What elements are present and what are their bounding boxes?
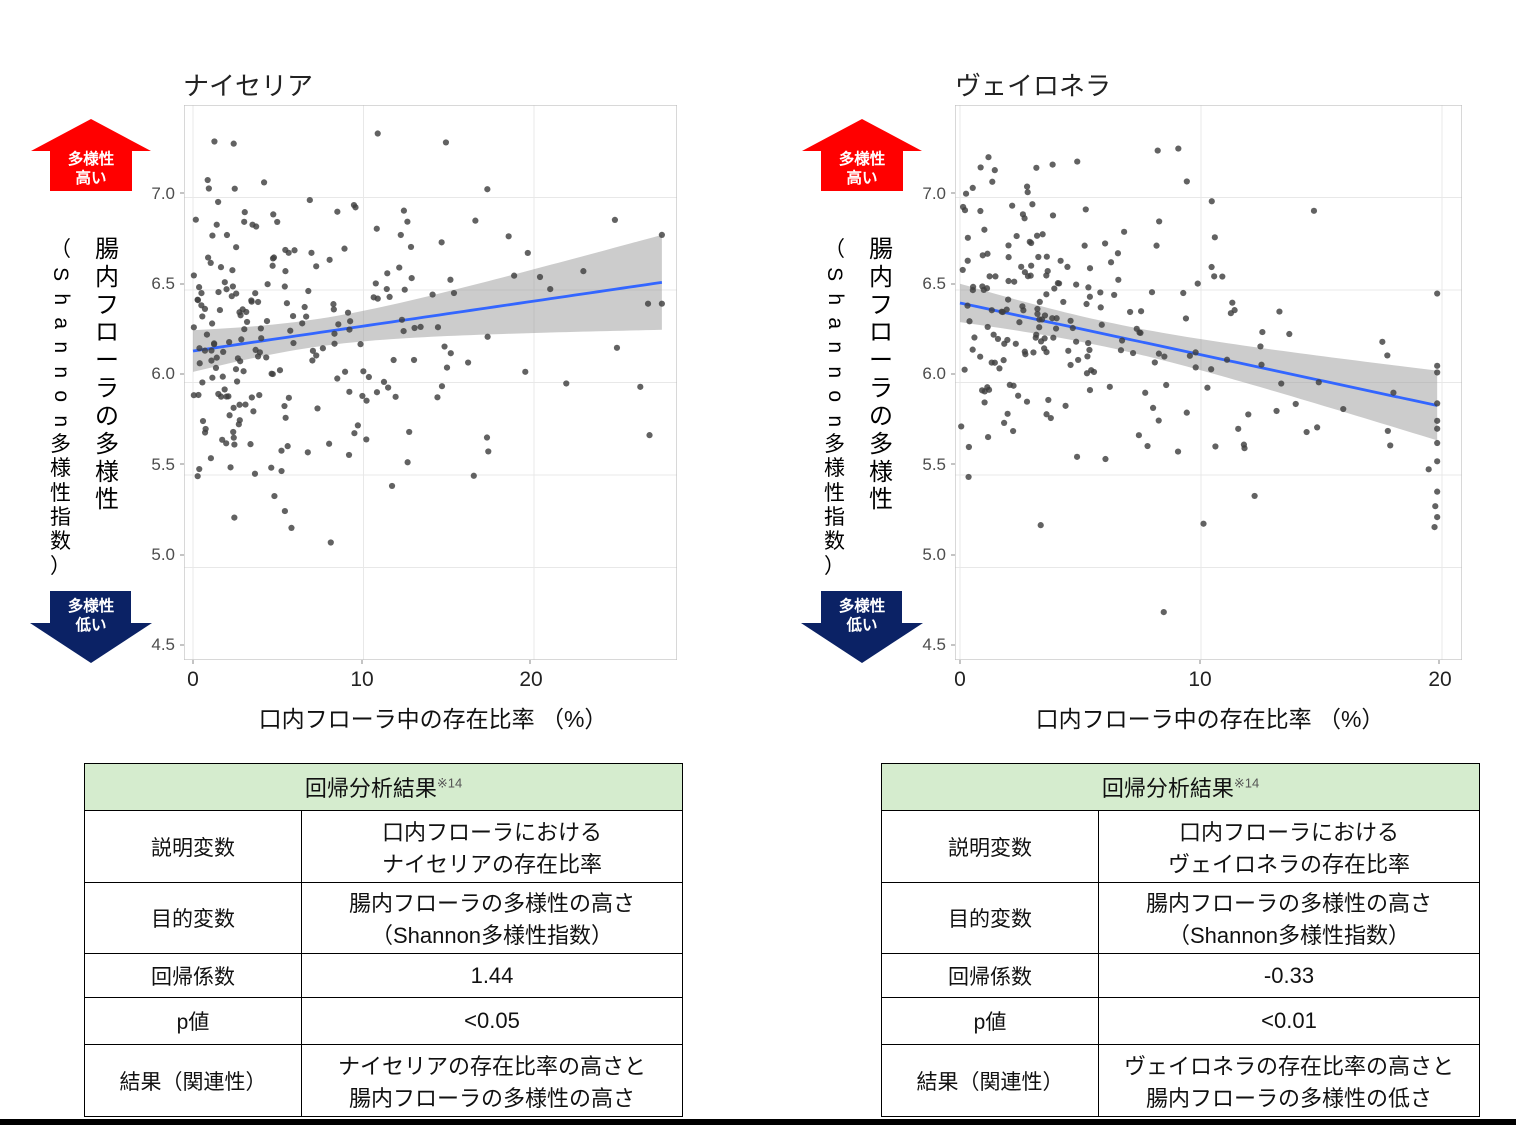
- svg-text:高い: 高い: [75, 168, 106, 187]
- svg-text:低い: 低い: [74, 615, 106, 634]
- svg-text:多様性: 多様性: [839, 149, 886, 168]
- svg-text:低い: 低い: [845, 615, 877, 634]
- svg-text:多様性: 多様性: [839, 596, 886, 615]
- svg-text:多様性: 多様性: [68, 596, 115, 615]
- svg-text:多様性: 多様性: [68, 149, 115, 168]
- svg-text:高い: 高い: [846, 168, 877, 187]
